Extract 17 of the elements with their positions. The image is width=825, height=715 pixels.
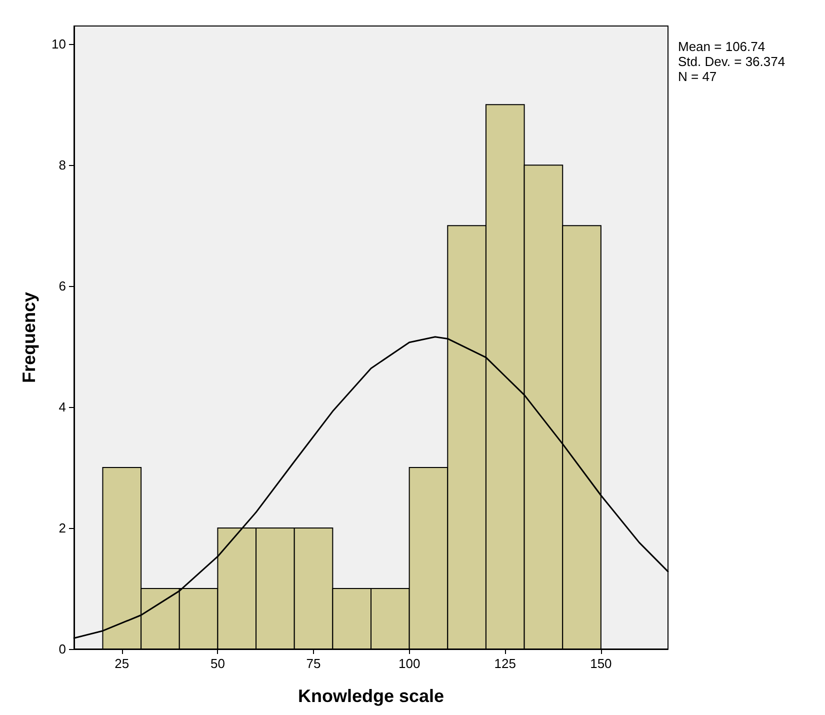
y-tick-label: 4 [58,400,66,415]
x-tick-label: 50 [210,656,225,671]
x-tick-label: 125 [494,656,516,671]
x-tick-label: 75 [306,656,321,671]
x-tick-label: 150 [590,656,612,671]
text: Std. Dev. = 36.374 [678,54,786,69]
y-tick-label: 6 [58,278,66,294]
text: Mean = 106.74 [678,39,766,54]
text: N = 47 [678,69,717,84]
x-axis-title: Knowledge scale [298,686,444,706]
x-tick-label: 100 [398,656,420,671]
y-axis-title: Frequency [19,292,39,384]
y-tick-label: 0 [58,642,66,656]
y-tick-label: 8 [58,158,66,173]
x-tick-label: 25 [114,656,130,671]
y-tick-label: 2 [58,520,66,536]
y-tick-label: 10 [52,36,66,52]
